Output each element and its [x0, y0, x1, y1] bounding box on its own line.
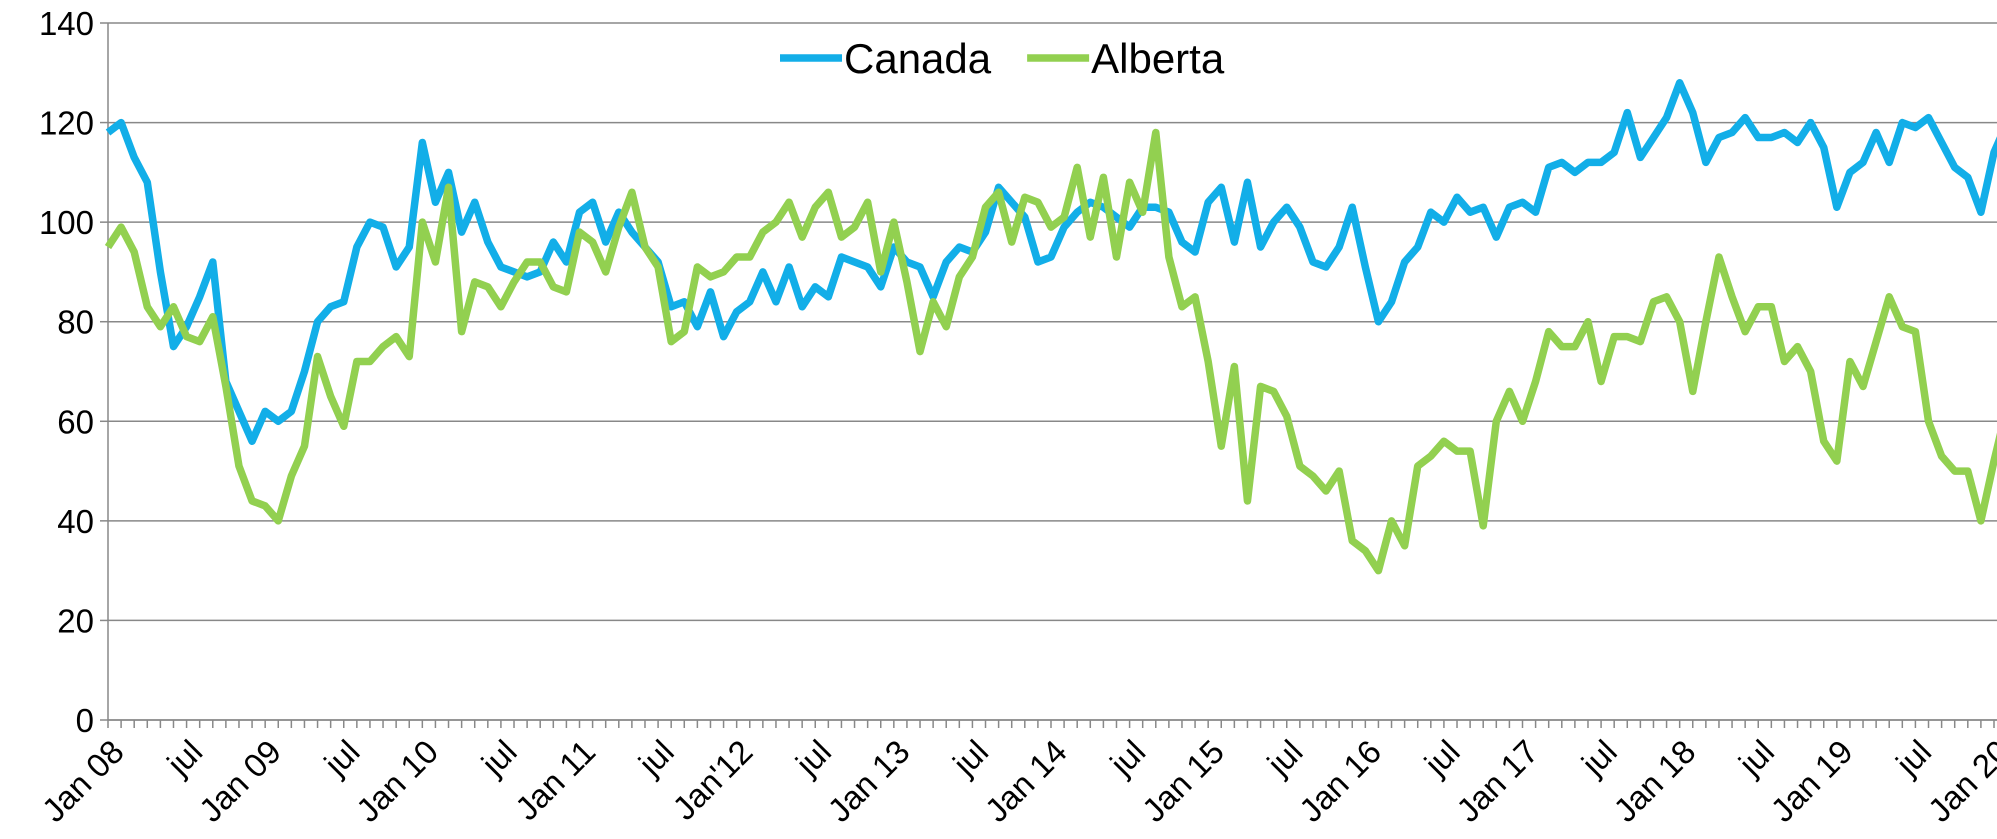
x-tick-label: jul	[631, 733, 681, 783]
x-tick-label: Jan 14	[978, 733, 1074, 829]
x-tick-label: jul	[1574, 733, 1624, 783]
legend-label: Alberta	[1091, 35, 1225, 82]
y-tick-label: 60	[57, 403, 94, 440]
x-tick-label: jul	[788, 733, 838, 783]
x-tick-label: jul	[1417, 733, 1467, 783]
y-tick-label: 0	[76, 702, 94, 739]
x-tick-label: Jan 16	[1292, 733, 1388, 829]
x-tick-label: Jan 15	[1135, 733, 1231, 829]
series-line	[104, 128, 1997, 575]
x-tick-label: jul	[1888, 733, 1938, 783]
x-tick-label: Jan 20	[1921, 733, 1997, 829]
legend-label: Canada	[844, 35, 992, 82]
x-tick-label: jul	[1731, 733, 1781, 783]
series-line	[105, 78, 1997, 445]
series-group	[105, 78, 1997, 445]
x-tick-label: jul	[159, 733, 209, 783]
x-tick-label: Jan 19	[1763, 733, 1859, 829]
x-tick-label: Jan 11	[508, 733, 602, 827]
x-tick-label: Jan 09	[192, 733, 288, 829]
x-tick-label: jul	[474, 733, 524, 783]
y-tick-label: 40	[57, 503, 94, 540]
y-tick-label: 20	[57, 602, 94, 639]
x-tick-label: jul	[945, 733, 995, 783]
x-tick-label: Jan'12	[665, 733, 759, 827]
y-tick-label: 80	[57, 304, 94, 341]
x-tick-label: Jan 10	[349, 733, 445, 829]
x-tick-label: Jan 17	[1449, 733, 1545, 829]
x-tick-label: jul	[1102, 733, 1152, 783]
y-tick-label: 100	[39, 204, 94, 241]
x-tick-label: Jan 18	[1606, 733, 1702, 829]
x-tick-label: Jan 13	[820, 733, 916, 829]
x-tick-label: Jan 08	[35, 733, 131, 829]
x-tick-label: jul	[316, 733, 366, 783]
y-tick-label: 120	[39, 105, 94, 142]
series-group	[104, 128, 1997, 575]
y-tick-label: 140	[39, 5, 94, 42]
x-tick-label: jul	[1259, 733, 1309, 783]
